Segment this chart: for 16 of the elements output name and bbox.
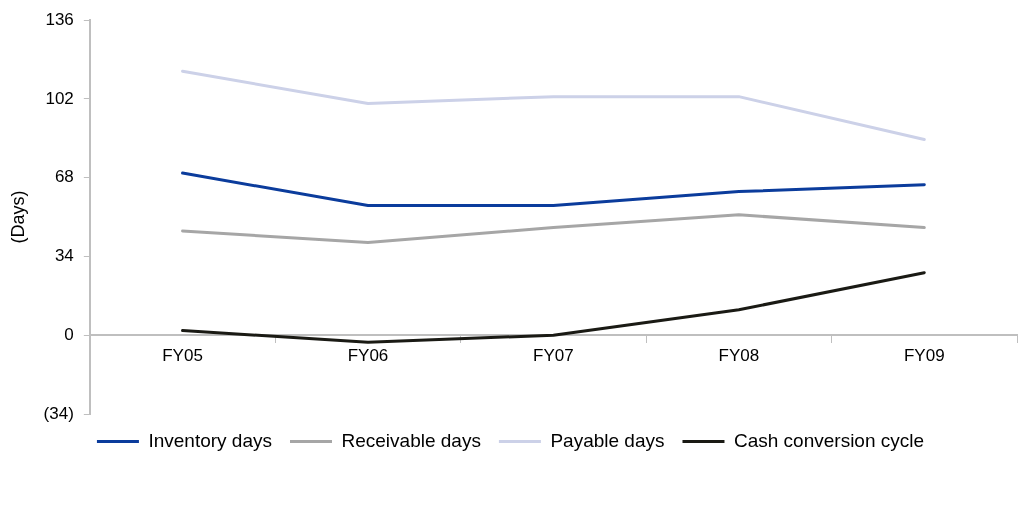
y-tick-label: 34	[54, 246, 74, 266]
y-tick-label: 68	[54, 167, 74, 187]
x-tick-label: FY09	[903, 346, 945, 366]
y-tick-label: 136	[45, 9, 74, 29]
x-tick-label: FY05	[162, 346, 203, 366]
x-tick-label: FY06	[347, 346, 389, 366]
legend-label: Inventory days	[148, 429, 273, 451]
y-tick-label: 0	[64, 324, 74, 344]
y-tick-label: 102	[45, 88, 74, 108]
x-tick-label: FY08	[718, 346, 760, 366]
legend-label: Receivable days	[341, 429, 481, 451]
y-axis-title: (Days)	[7, 190, 28, 244]
legend-label: Payable days	[550, 429, 665, 451]
y-tick-label: (34)	[43, 403, 74, 423]
x-tick-label: FY07	[533, 346, 574, 366]
legend-label: Cash conversion cycle	[733, 429, 925, 451]
